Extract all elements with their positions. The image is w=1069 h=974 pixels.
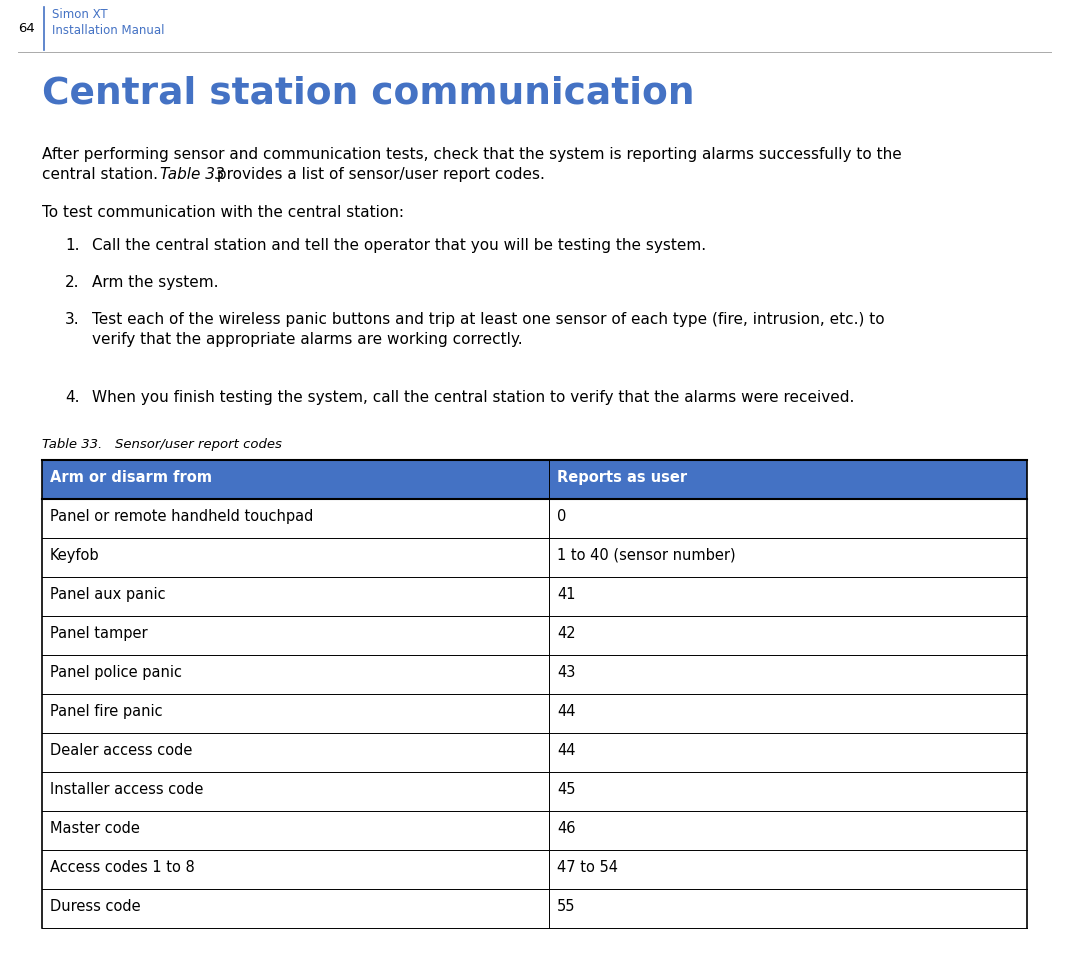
Text: Access codes 1 to 8: Access codes 1 to 8 [50,860,195,875]
Bar [42,733,1027,772]
Text: verify that the appropriate alarms are working correctly.: verify that the appropriate alarms are w… [92,332,523,347]
Text: 45: 45 [557,782,576,797]
Text: Panel fire panic: Panel fire panic [50,704,162,719]
Text: Panel aux panic: Panel aux panic [50,587,166,602]
Text: Duress code: Duress code [50,899,141,914]
Text: 41: 41 [557,587,576,602]
Text: Panel police panic: Panel police panic [50,665,182,680]
Bar [42,577,1027,616]
Text: 44: 44 [557,743,576,758]
Text: Panel or remote handheld touchpad: Panel or remote handheld touchpad [50,509,313,524]
Bar [42,850,1027,889]
Text: 55: 55 [557,899,576,914]
Text: Keyfob: Keyfob [50,548,99,563]
Text: 1 to 40 (sensor number): 1 to 40 (sensor number) [557,548,735,563]
Text: 2.: 2. [65,275,79,290]
Bar [42,499,1027,538]
Bar [42,616,1027,655]
Text: 64: 64 [18,22,35,35]
Bar [42,460,1027,499]
Text: Arm or disarm from: Arm or disarm from [50,470,212,485]
Bar [42,772,1027,811]
Text: Table 33.   Sensor/user report codes: Table 33. Sensor/user report codes [42,438,282,451]
Bar [42,655,1027,694]
Text: 4.: 4. [65,390,79,405]
Text: 46: 46 [557,821,576,836]
Text: To test communication with the central station:: To test communication with the central s… [42,205,404,220]
Text: provides a list of sensor/user report codes.: provides a list of sensor/user report co… [212,167,545,182]
Text: Reports as user: Reports as user [557,470,687,485]
Text: When you finish testing the system, call the central station to verify that the : When you finish testing the system, call… [92,390,854,405]
Text: Test each of the wireless panic buttons and trip at least one sensor of each typ: Test each of the wireless panic buttons … [92,312,885,327]
Text: 0: 0 [557,509,567,524]
Text: Table 33: Table 33 [160,167,224,182]
Text: 1.: 1. [65,238,79,253]
Text: Dealer access code: Dealer access code [50,743,192,758]
Text: 43: 43 [557,665,575,680]
Text: central station.: central station. [42,167,168,182]
Text: Call the central station and tell the operator that you will be testing the syst: Call the central station and tell the op… [92,238,707,253]
Text: Installation Manual: Installation Manual [52,24,165,37]
Bar [42,694,1027,733]
Text: 3.: 3. [65,312,79,327]
Text: 47 to 54: 47 to 54 [557,860,618,875]
Text: After performing sensor and communication tests, check that the system is report: After performing sensor and communicatio… [42,147,902,162]
Bar [42,889,1027,928]
Text: Installer access code: Installer access code [50,782,203,797]
Text: 44: 44 [557,704,576,719]
Text: Central station communication: Central station communication [42,75,695,111]
Text: Panel tamper: Panel tamper [50,626,148,641]
Bar [42,811,1027,850]
Bar [42,538,1027,577]
Text: 42: 42 [557,626,576,641]
Text: Arm the system.: Arm the system. [92,275,218,290]
Text: Simon XT: Simon XT [52,8,108,21]
Text: Master code: Master code [50,821,140,836]
